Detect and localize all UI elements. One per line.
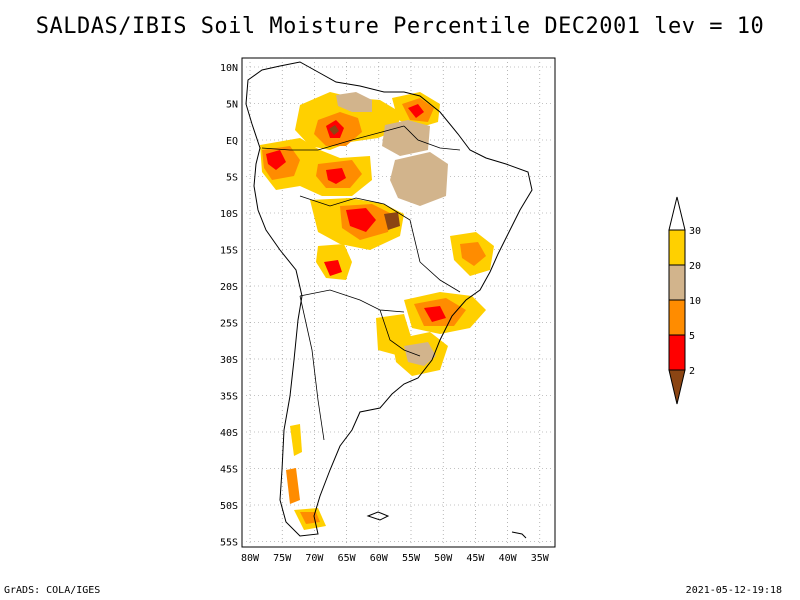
latitude-label: 30S — [220, 355, 238, 366]
patch-red — [324, 260, 342, 276]
footer-timestamp: 2021-05-12-19:18 — [685, 585, 782, 596]
latitude-label: 50S — [220, 501, 238, 512]
longitude-label: 70W — [305, 553, 324, 564]
colorbar-bottom-arrow — [668, 369, 686, 405]
latitude-label: 35S — [220, 392, 238, 403]
patch-orange — [460, 242, 486, 266]
latitude-label: 25S — [220, 319, 238, 330]
longitude-label: 65W — [338, 553, 357, 564]
latitude-label: 15S — [220, 246, 238, 257]
colorbar-label: 20 — [689, 261, 701, 272]
colorbar-label: 5 — [689, 331, 695, 342]
patch-tan — [382, 120, 430, 156]
longitude-label: 55W — [402, 553, 421, 564]
longitude-label: 40W — [499, 553, 518, 564]
south-georgia — [511, 531, 527, 539]
colorbar-label: 10 — [689, 296, 701, 307]
colorbar-label: 30 — [689, 226, 701, 237]
continent-outline — [245, 61, 533, 537]
patch-tan — [336, 92, 372, 112]
patch-tan — [404, 342, 436, 366]
colorbar-segment-5-10 — [668, 299, 686, 336]
footer-credit: GrADS: COLA/IGES — [4, 585, 101, 596]
patch-red — [424, 306, 446, 322]
colorbar-segment-2-5 — [668, 334, 686, 371]
patch-red — [266, 150, 286, 170]
longitude-label: 45W — [466, 553, 485, 564]
longitude-label: 60W — [370, 553, 389, 564]
colorbar-segment-10-20 — [668, 264, 686, 301]
longitude-label: 75W — [273, 553, 292, 564]
latitude-label: 45S — [220, 465, 238, 476]
colorbar-label: 2 — [689, 366, 695, 377]
latitude-label: 5N — [226, 100, 238, 111]
latitude-label: 10N — [220, 63, 238, 74]
longitude-label: 35W — [531, 553, 550, 564]
patch-brown — [329, 125, 339, 135]
country-borders — [261, 125, 461, 441]
patch-brown — [384, 212, 400, 230]
map-title: SALDAS/IBIS Soil Moisture Percentile DEC… — [35, 14, 765, 39]
patch-orange — [286, 468, 300, 504]
axis-ticks: 10N 5N EQ 5S 10S 15S 20S 25S 30S 35S 40S 45S 50S 55S8… — [220, 63, 550, 564]
patch-tan — [390, 152, 448, 206]
longitude-label: 50W — [434, 553, 453, 564]
longitude-label: 80W — [241, 553, 260, 564]
latitude-label: 10S — [220, 209, 238, 220]
latitude-label: 40S — [220, 428, 238, 439]
colorbar-legend: 30 20 10 5 2 — [668, 196, 701, 405]
colorbar-top-arrow — [668, 196, 686, 231]
latitude-label: 20S — [220, 282, 238, 293]
patch-red — [326, 168, 346, 184]
latitude-label: EQ — [226, 136, 238, 147]
colorbar-segment-20-30 — [668, 229, 686, 266]
moisture-patches — [260, 92, 494, 530]
falkland-islands — [366, 511, 390, 521]
plot-frame — [241, 57, 556, 548]
patch-yellow — [290, 424, 302, 456]
patch-red — [408, 104, 424, 118]
latitude-label: 55S — [220, 538, 238, 549]
patch-red — [346, 208, 376, 232]
latitude-label: 5S — [226, 173, 238, 184]
